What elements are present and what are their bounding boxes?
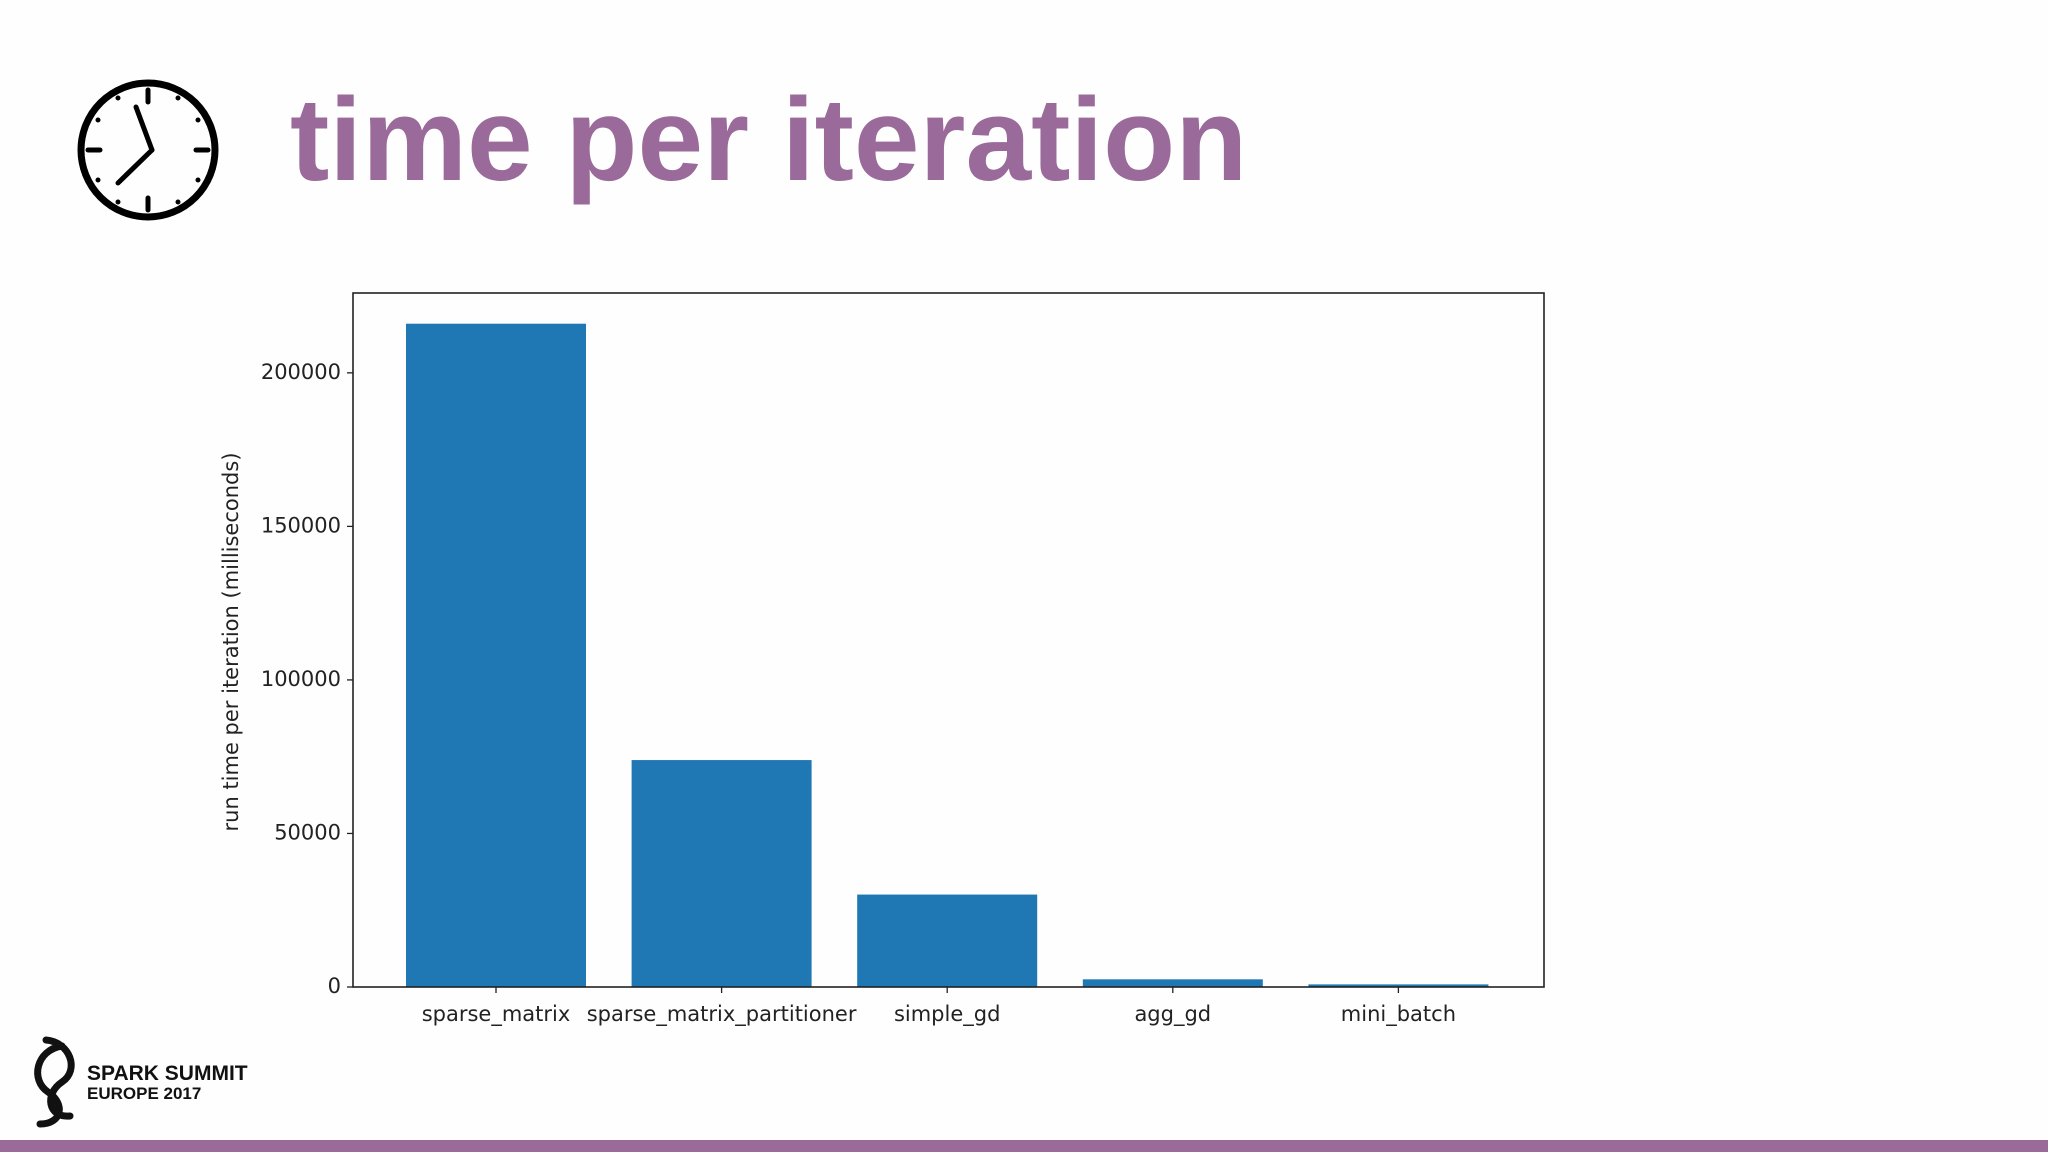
bar	[1308, 984, 1489, 987]
bar	[406, 323, 586, 987]
spark-logo: SPARK SUMMIT EUROPE 2017	[34, 1036, 248, 1128]
x-tick-label: agg_gd	[1134, 1002, 1211, 1027]
chart: sparse_matrix sparse_matrix_partitioner si…	[261, 292, 1545, 1027]
clock-icon	[77, 79, 219, 221]
logo-line2: EUROPE 2017	[87, 1084, 201, 1103]
x-tick-label: sparse_matrix_partitioner	[587, 1002, 857, 1027]
footer-bar	[0, 1140, 2048, 1152]
y-axis-label: run time per iteration (milliseconds)	[219, 452, 243, 831]
bar	[631, 760, 812, 987]
bar	[857, 894, 1038, 987]
y-tick-label: 150000	[261, 513, 341, 537]
y-tick-label: 50000	[274, 820, 341, 844]
x-tick-label: mini_batch	[1341, 1002, 1456, 1027]
plot-frame	[352, 292, 1545, 988]
bar	[1082, 979, 1263, 987]
x-tick-label: simple_gd	[894, 1002, 1000, 1027]
logo-line1: SPARK SUMMIT	[87, 1062, 248, 1085]
y-tick-label: 100000	[261, 667, 341, 691]
slide-title: time per iteration	[290, 74, 1247, 206]
y-tick-label: 0	[328, 974, 341, 998]
y-tick-label: 200000	[261, 360, 341, 384]
x-tick-label: sparse_matrix	[422, 1002, 571, 1027]
